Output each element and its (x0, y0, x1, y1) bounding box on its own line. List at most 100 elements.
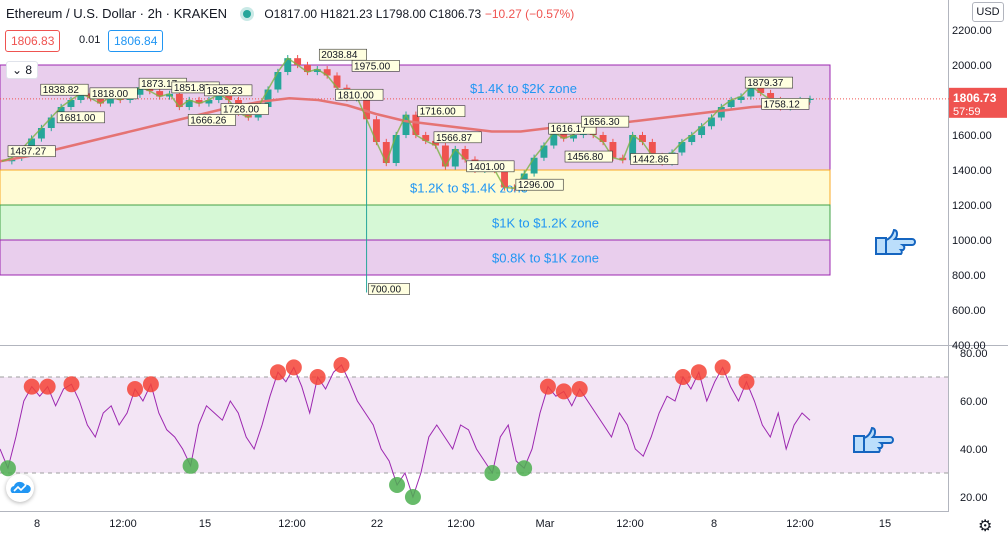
price-axis-tick: 1400.00 (952, 165, 992, 177)
overbought-marker (269, 364, 286, 381)
price-label-box (351, 60, 400, 72)
time-axis-tick: 12:00 (616, 518, 644, 530)
price-label: 1456.80 (564, 150, 613, 163)
oversold-marker (389, 477, 406, 493)
price-label-text: 1758.12 (764, 99, 801, 110)
candle-body (599, 135, 607, 142)
candle-body (28, 138, 36, 149)
price-label: 1681.00 (56, 111, 105, 124)
price-label-text: 1810.00 (338, 90, 375, 101)
tradingview-logo[interactable] (6, 474, 34, 502)
candle-body (530, 157, 538, 174)
price-axis-tick: 1600.00 (952, 130, 992, 142)
price-label: 1401.00 (466, 160, 515, 173)
oversold-marker (404, 489, 421, 505)
overbought-marker (539, 378, 556, 395)
candle-body (37, 128, 45, 139)
candle-body (274, 72, 282, 90)
last-price-text: 1806.73 (953, 91, 997, 105)
overbought-marker (39, 378, 56, 395)
price-label-text: 1442.86 (633, 154, 670, 165)
price-label-text: 1296.00 (518, 180, 555, 191)
price-label-text: 1487.27 (10, 147, 47, 158)
thumbs-pointing-icon (875, 228, 916, 255)
price-axis-tick: 400.00 (952, 340, 986, 352)
price-label: 1656.30 (581, 115, 630, 128)
zone-label: $1.2K to $1.4K zone (410, 181, 528, 196)
price-label: 1487.27 (7, 145, 56, 158)
time-axis-tick: 12:00 (278, 518, 306, 530)
price-label-box (40, 83, 89, 96)
candle-body (678, 142, 686, 153)
overbought-marker (690, 364, 707, 381)
candle-body (698, 126, 706, 135)
candle-body (166, 93, 173, 97)
candle-body (550, 132, 558, 146)
candle-body (609, 142, 617, 158)
price-axis-tick: 2000.00 (952, 60, 992, 72)
overbought-marker (63, 376, 80, 393)
price-label-box (564, 150, 613, 163)
price-label-text: 1681.00 (59, 113, 96, 124)
axes-layer: 2200.002000.001800.001600.001400.001200.… (34, 25, 1007, 530)
overbought-marker (714, 359, 731, 376)
price-axis-tick: 800.00 (952, 270, 986, 282)
candle-body (737, 96, 745, 100)
sell-price-button[interactable]: 1806.83 (5, 30, 61, 52)
price-axis-tick: 2200.00 (952, 25, 992, 37)
price-label-box (630, 153, 679, 165)
buy-price-button[interactable]: 1806.84 (108, 30, 164, 52)
zone-label: $1.4K to $2K zone (470, 81, 577, 96)
candle-body (313, 69, 321, 72)
rsi-axis-tick: 40.00 (960, 444, 988, 456)
zones-layer: $1.4K to $2K zone $1.2K to $1.4K zone $1K … (0, 64, 948, 474)
price-label: 2038.84 (318, 48, 367, 61)
price-label-box (318, 48, 367, 61)
price-label-box (220, 103, 269, 115)
thumbs-pointing-icon-rsi (853, 426, 894, 453)
candle-body (432, 140, 440, 146)
overbought-marker (127, 381, 143, 397)
candle-body (717, 107, 725, 118)
time-axis-tick: 12:00 (109, 518, 137, 530)
symbol-header: Ethereum / U.S. Dollar · 2h · KRAKEN O18… (6, 6, 574, 21)
overbought-marker (23, 378, 40, 395)
candle-body (205, 100, 213, 104)
price-label: 700.00 (368, 283, 410, 296)
symbol-title[interactable]: Ethereum / U.S. Dollar · 2h · KRAKEN (6, 6, 228, 21)
overbought-marker (309, 369, 326, 385)
price-axis-tick: 600.00 (952, 305, 986, 317)
zone-band (0, 169, 831, 206)
price-label-text: 1851.88 (174, 83, 211, 94)
candle-body (412, 114, 420, 135)
price-change: −10.27 (−0.57%) (484, 7, 575, 21)
price-label: 1975.00 (351, 60, 400, 72)
oversold-marker (182, 457, 199, 474)
candle-body (757, 86, 765, 93)
candle-body (688, 135, 696, 142)
candle-body (97, 98, 104, 104)
candle-body (175, 93, 183, 107)
price-label: 1442.86 (630, 153, 679, 165)
overbought-marker (674, 369, 691, 385)
price-label-box (744, 76, 793, 89)
price-label-text: 1616.17 (551, 124, 588, 135)
currency-button[interactable]: USD (972, 2, 1004, 22)
price-label-box (7, 145, 56, 158)
zone-band (0, 204, 831, 241)
candle-body (727, 100, 735, 107)
gear-icon[interactable]: ⚙ (978, 518, 993, 535)
price-label-box (433, 131, 482, 144)
overbought-marker (738, 373, 755, 390)
price-label: 1818.00 (89, 87, 138, 100)
candle-body (333, 75, 341, 88)
candle-body (451, 149, 459, 167)
price-label-box (515, 178, 564, 191)
price-label-box (368, 283, 410, 295)
price-label-text: 1716.00 (420, 107, 457, 118)
spread-value: 0.01 (74, 30, 106, 50)
indicators-toggle-button[interactable]: ⌄ 8 (6, 61, 39, 79)
candle-body (77, 93, 85, 100)
